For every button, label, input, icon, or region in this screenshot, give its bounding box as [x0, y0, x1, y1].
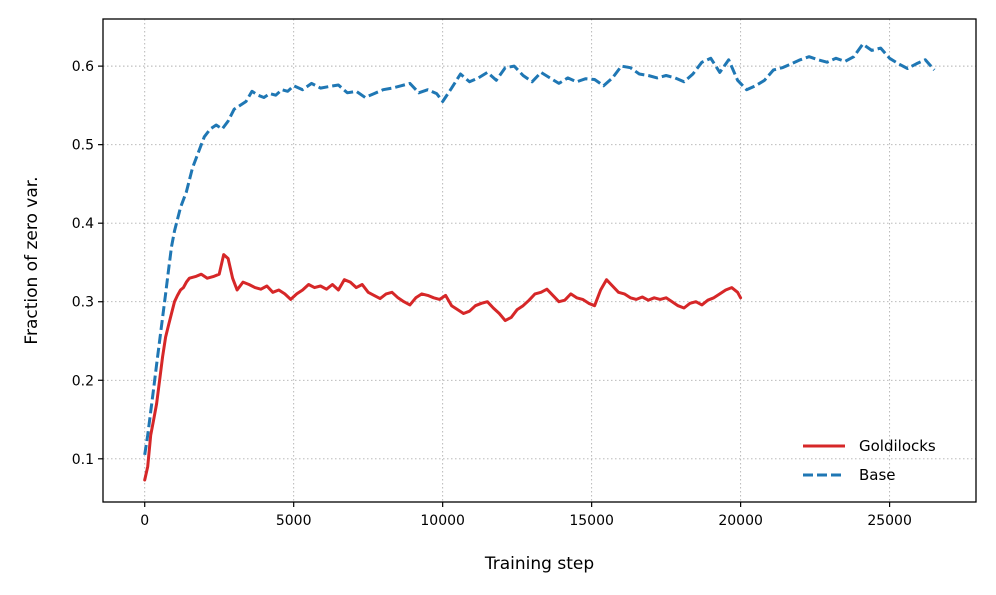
x-tick-label: 0	[140, 513, 149, 529]
y-grid-lines	[103, 65, 976, 460]
y-tick-label: 0.3	[72, 295, 94, 311]
x-axis-label: Training step	[484, 554, 594, 574]
x-tick-label: 10000	[420, 513, 465, 529]
x-tick-label: 5000	[276, 513, 312, 529]
legend: Goldilocks Base	[803, 437, 936, 484]
y-tick-label: 0.6	[72, 59, 94, 75]
y-axis-ticks: 0.1 0.2 0.3 0.4 0.5 0.6	[72, 59, 103, 468]
plot-frame	[102, 18, 977, 503]
series-layer	[143, 42, 936, 482]
x-tick-label: 25000	[867, 513, 912, 529]
y-tick-label: 0.4	[72, 216, 94, 232]
x-tick-label: 20000	[718, 513, 763, 529]
series-line-base	[143, 42, 936, 456]
x-axis-ticks: 0 5000 10000 15000 20000 25000	[140, 502, 912, 529]
x-grid-lines	[144, 19, 891, 502]
series-line-goldilocks	[143, 253, 743, 482]
y-axis-label: Fraction of zero var.	[22, 176, 42, 344]
legend-label-goldilocks: Goldilocks	[859, 437, 936, 455]
y-tick-label: 0.2	[72, 373, 94, 389]
x-tick-label: 15000	[569, 513, 614, 529]
legend-label-base: Base	[859, 466, 896, 484]
y-tick-label: 0.1	[72, 452, 94, 468]
y-tick-label: 0.5	[72, 138, 94, 154]
